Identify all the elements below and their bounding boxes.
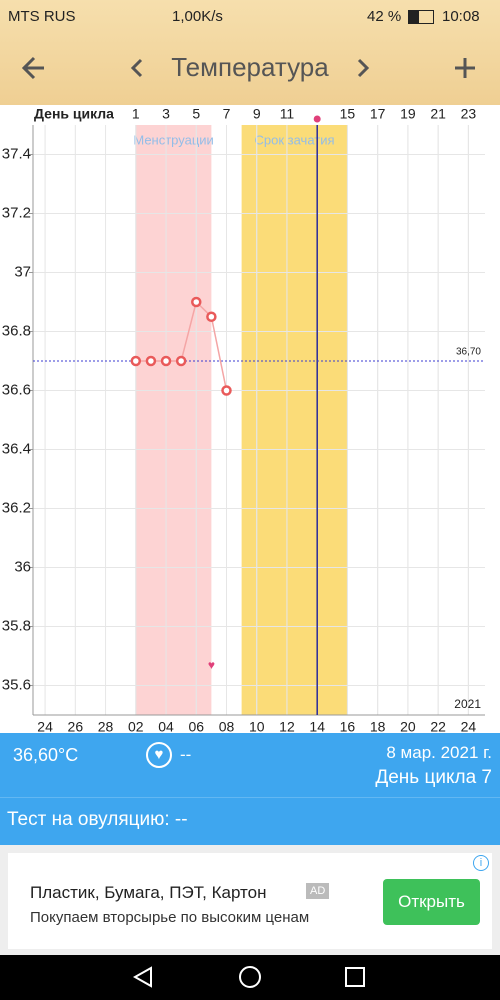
temperature: 36,60°C	[13, 745, 79, 765]
x-tick-label: 14	[309, 719, 325, 733]
y-tick-label: 35.6	[2, 676, 31, 693]
y-tick-label: 36.8	[2, 322, 31, 339]
battery-icon	[408, 10, 434, 24]
date: 8 мар. 2021 г.	[386, 743, 492, 762]
net-speed: 1,00K/s	[172, 8, 223, 25]
x-tick-label: 20	[400, 719, 416, 733]
chart: Менструации Срок зачатия 35.6 35.8 36 36.2 36.…	[2, 106, 485, 733]
x-tick-label: 16	[340, 719, 356, 733]
coverline-label: 36,70	[456, 347, 481, 358]
prev-button[interactable]	[130, 58, 143, 78]
battery: 42 %	[367, 8, 402, 25]
header-icons	[21, 56, 475, 80]
band	[135, 125, 212, 715]
band-label: Менструации	[133, 132, 213, 147]
x-tick-label: 28	[98, 719, 114, 733]
ad-badge: AD	[306, 883, 330, 899]
x-tick-label: 18	[370, 719, 386, 733]
x-tick-label: 22	[430, 719, 446, 733]
x-tick-label: 08	[219, 719, 235, 733]
x-tick-label: 24	[37, 719, 53, 733]
x-tick-label: 02	[128, 719, 144, 733]
clock: 10:08	[442, 8, 480, 25]
info-panel: 36,60°C ♥ -- 8 мар. 2021 г. День цикла 7	[0, 733, 500, 797]
temperature-point	[221, 385, 232, 396]
band-label: Срок зачатия	[255, 132, 335, 147]
nav-bar	[0, 955, 500, 1000]
temperature-point	[160, 355, 172, 367]
temperature-point	[175, 355, 187, 367]
temperature-point	[130, 355, 142, 367]
y-tick-label: 37	[14, 263, 31, 280]
header-title: Температура	[171, 52, 329, 82]
y-tick-label: 36.6	[2, 381, 31, 398]
heart-marker: ♥	[208, 658, 215, 672]
y-tick-label: 37.2	[2, 204, 31, 221]
x-tick-label: 24	[461, 719, 477, 733]
y-tick-label: 36.4	[2, 440, 31, 457]
temperature-point	[191, 296, 202, 308]
x2-tick-label: 11	[280, 106, 295, 122]
ovulation-test: Тест на овуляцию: --	[7, 809, 188, 830]
x2-tick-label: 5	[192, 106, 200, 122]
x-tick-label: 10	[249, 719, 265, 733]
nav-recent[interactable]	[345, 967, 365, 987]
year-label: 2021	[454, 697, 481, 711]
nav-home[interactable]	[239, 966, 261, 988]
x2-tick-label: 23	[461, 106, 477, 122]
x-tick-label: 12	[279, 719, 295, 733]
x-tick-label: 26	[68, 719, 84, 733]
carrier: MTS RUS	[8, 8, 76, 25]
y-tick-label: 35.8	[2, 617, 31, 634]
heart-button[interactable]: ♥	[146, 742, 172, 768]
add-button[interactable]	[455, 58, 475, 78]
ad-button[interactable]: Открыть	[383, 879, 480, 925]
band	[241, 125, 348, 715]
ad-area: Пластик, Бумага, ПЭТ, Картон AD Покупаем…	[0, 845, 500, 955]
x2-tick-label: 1	[132, 106, 140, 122]
x2-tick-label: 15	[340, 106, 356, 122]
x2-tick-label: 7	[223, 106, 231, 122]
today-dot	[313, 115, 321, 123]
x2-tick-label: 3	[162, 106, 170, 122]
next-button[interactable]	[357, 58, 370, 78]
ad-text: Покупаем вторсырье по высоким ценам	[30, 909, 310, 926]
x-tick-label: 06	[188, 719, 204, 733]
cycle-day: День цикла 7	[375, 767, 492, 788]
y-tick-label: 37.4	[2, 145, 31, 162]
x2-tick-label: 9	[253, 106, 261, 122]
back-button[interactable]	[21, 56, 44, 80]
temperature-point	[145, 355, 157, 367]
ovulation-panel[interactable]: Тест на овуляцию: --	[0, 797, 500, 846]
nav-back[interactable]	[132, 966, 152, 988]
ad-info[interactable]: i	[473, 855, 489, 871]
ad-card[interactable]: Пластик, Бумага, ПЭТ, Картон AD Покупаем…	[8, 853, 492, 949]
x2-axis-title: День цикла	[34, 106, 114, 122]
temperature-point	[206, 311, 217, 322]
top-bar: MTS RUS 1,00K/s 42 % 10:08 Температура	[0, 0, 500, 105]
x2-tick-label: 19	[400, 106, 416, 122]
x-tick-label: 04	[158, 719, 174, 733]
x2-tick-label: 21	[430, 106, 446, 122]
note: --	[180, 745, 192, 764]
y-tick-label: 36.2	[2, 499, 31, 516]
ad-title: Пластик, Бумага, ПЭТ, Картон	[30, 883, 267, 902]
y-tick-label: 36	[14, 558, 31, 575]
x2-tick-label: 17	[370, 106, 386, 122]
